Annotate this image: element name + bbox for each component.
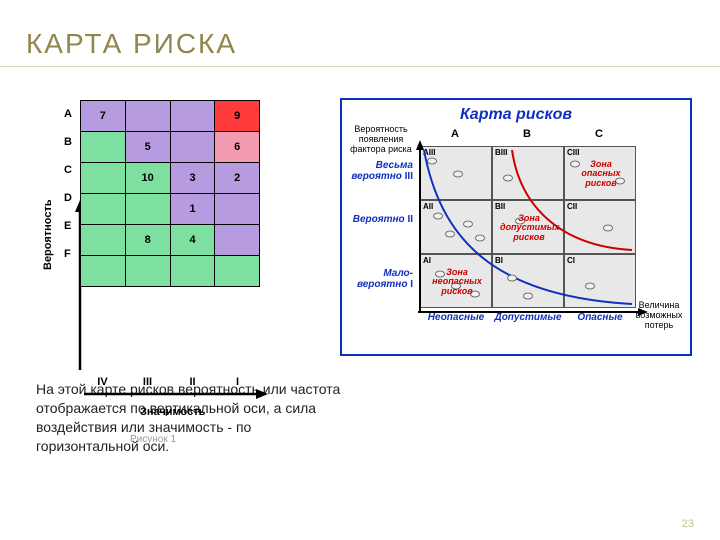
fig1-row-label: B <box>64 136 72 148</box>
risk-map-large: Карта рисков Вероятность появления факто… <box>340 98 692 356</box>
fig1-row-label: D <box>64 192 72 204</box>
fig1-cell <box>125 194 170 225</box>
fig1-cell: 7 <box>81 101 126 132</box>
fig1-cell <box>125 256 170 287</box>
fig1-grid: 7 9 5 6 1032184 <box>80 100 260 268</box>
fig2-col-head: A <box>451 128 459 140</box>
fig2-zone-label: Зонадопустимыхрисков <box>500 214 558 242</box>
fig2-row-head: Весьмавероятно III <box>348 160 413 182</box>
fig1-cell: 9 <box>215 101 260 132</box>
fig2-y-header: Вероятность появления фактора риска <box>348 124 414 154</box>
fig1-x-axis-arrow <box>80 388 268 400</box>
fig2-row-head: Вероятно II <box>348 214 413 225</box>
fig1-col-label: III <box>125 376 170 388</box>
fig2-bottom-label: Неопасные <box>420 312 492 323</box>
fig1-cell <box>81 194 126 225</box>
fig1-col-label: II <box>170 376 215 388</box>
fig1-cell: 1 <box>170 194 215 225</box>
fig1-cell <box>170 101 215 132</box>
fig1-col-label: I <box>215 376 260 388</box>
fig1-row-label: A <box>64 108 72 120</box>
fig1-y-axis-label: Вероятность <box>42 199 54 270</box>
page-title: КАРТА РИСКА <box>26 28 237 60</box>
fig1-cell <box>125 101 170 132</box>
fig1-cell <box>81 132 126 163</box>
fig1-cell <box>170 132 215 163</box>
fig2-y-axis-arrow <box>414 140 426 318</box>
fig1-cell <box>170 256 215 287</box>
fig2-col-head: C <box>595 128 603 140</box>
fig1-cell <box>215 225 260 256</box>
fig1-caption: Рисунок 1 <box>130 434 176 445</box>
fig1-col-label: IV <box>80 376 125 388</box>
fig1-row-label: F <box>64 248 71 260</box>
fig1-cell <box>215 194 260 225</box>
fig1-row-label: C <box>64 164 72 176</box>
fig1-cell: 5 <box>125 132 170 163</box>
fig1-cell: 10 <box>125 163 170 194</box>
fig2-bottom-label: Допустимые <box>492 312 564 323</box>
fig1-cell <box>215 256 260 287</box>
page-number: 23 <box>682 518 694 530</box>
title-divider <box>0 66 720 67</box>
fig1-cell: 2 <box>215 163 260 194</box>
risk-map-small: Вероятность 79561032184 IVIIIIII Значимо… <box>40 100 276 268</box>
fig2-row-head: Мало-вероятно I <box>348 268 413 290</box>
fig2-zone-label: Зонанеопасныхрисков <box>428 268 486 296</box>
fig2-title: Карта рисков <box>342 106 690 124</box>
fig1-cell <box>81 256 126 287</box>
fig2-col-head: B <box>523 128 531 140</box>
fig1-cell <box>81 163 126 194</box>
fig1-cell: 8 <box>125 225 170 256</box>
fig2-bottom-label: Опасные <box>564 312 636 323</box>
fig1-row-label: E <box>64 220 71 232</box>
fig1-cell <box>81 225 126 256</box>
fig1-cell: 6 <box>215 132 260 163</box>
fig1-cell: 4 <box>170 225 215 256</box>
fig2-zone-label: Зонаопасныхрисков <box>572 160 630 188</box>
fig1-x-axis-label: Значимость <box>140 406 205 418</box>
fig1-cell: 3 <box>170 163 215 194</box>
fig2-x-header: Величина возможных потерь <box>634 300 684 330</box>
